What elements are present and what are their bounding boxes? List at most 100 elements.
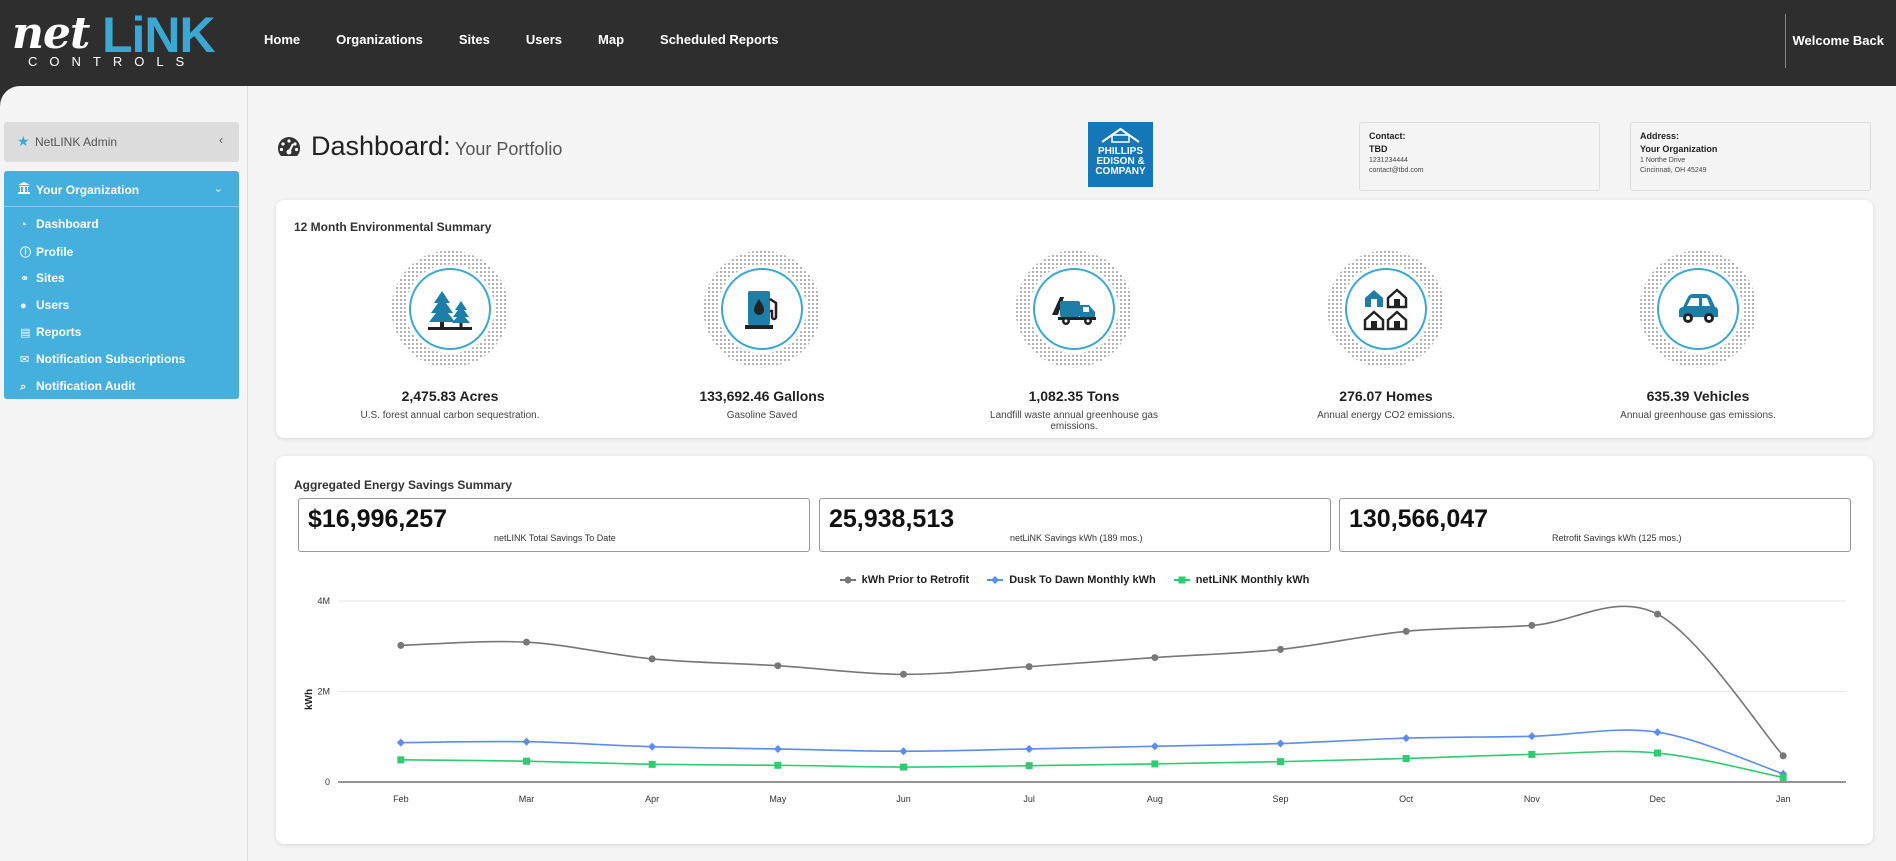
sidebar-item-reports[interactable]: ▤ Reports bbox=[20, 325, 81, 343]
page-subtitle: Your Portfolio bbox=[455, 139, 563, 159]
data-point bbox=[773, 744, 782, 753]
data-point bbox=[1653, 728, 1662, 737]
x-tick-label: Apr bbox=[645, 794, 659, 804]
user-icon: ● bbox=[20, 300, 27, 312]
sidebar-item-profile[interactable]: ⓘ Profile bbox=[20, 244, 73, 262]
address-name: Your Organization bbox=[1640, 144, 1718, 154]
stat-retrofit-savings-kwh: 130,566,047 Retrofit Savings kWh (125 mo… bbox=[1339, 498, 1851, 552]
env-description: Gasoline Saved bbox=[726, 410, 798, 421]
sidebar-item-label: Notification Audit bbox=[36, 379, 136, 393]
data-point bbox=[648, 742, 657, 751]
series-line bbox=[400, 729, 1784, 775]
x-tick-label: Oct bbox=[1399, 794, 1414, 804]
organization-menu-header[interactable]: Your Organization ⌄ bbox=[4, 171, 239, 207]
nav-home[interactable]: Home bbox=[264, 32, 301, 47]
sidebar-item-notification-subscriptions[interactable]: ✉ Notification Subscriptions bbox=[20, 352, 185, 370]
nav-users[interactable]: Users bbox=[525, 32, 563, 47]
nav-scheduled-reports[interactable]: Scheduled Reports bbox=[660, 32, 779, 47]
legend-label: kWh Prior to Retrofit bbox=[861, 574, 970, 586]
stat-label: netLINK Total Savings To Date bbox=[494, 533, 616, 543]
contact-email[interactable]: contact@tbd.com bbox=[1369, 167, 1424, 174]
netlink-logo[interactable]: net LiNK CONTROLS bbox=[12, 6, 216, 72]
data-point bbox=[1779, 752, 1787, 760]
data-point bbox=[1527, 732, 1536, 741]
search-icon: ⌕ bbox=[20, 381, 27, 393]
data-point bbox=[1277, 758, 1284, 766]
gas-pump-icon bbox=[745, 291, 778, 329]
legend-item[interactable]: Dusk To Dawn Monthly kWh bbox=[987, 574, 1156, 586]
series-line bbox=[400, 750, 1784, 779]
x-tick-label: Aug bbox=[1147, 794, 1163, 804]
energy-savings-card: Aggregated Energy Savings Summary $16,99… bbox=[276, 456, 1873, 844]
address-line2: Cincinnati, OH 45249 bbox=[1640, 167, 1707, 174]
data-point bbox=[1277, 645, 1284, 653]
sidebar-item-notification-audit[interactable]: ⌕ Notification Audit bbox=[20, 379, 136, 397]
data-point bbox=[397, 756, 405, 764]
y-axis-label: kWh bbox=[304, 689, 315, 710]
nav-map[interactable]: Map bbox=[598, 32, 625, 47]
reports-icon: ▤ bbox=[20, 327, 31, 339]
company-logo: PHILLIPS EDISON & COMPANY bbox=[1088, 122, 1153, 187]
sidebar-item-sites[interactable]: ⚭ Sites bbox=[20, 271, 65, 289]
nav-sites[interactable]: Sites bbox=[458, 32, 490, 47]
data-point bbox=[1151, 654, 1159, 662]
data-point bbox=[523, 757, 530, 765]
x-tick-label: Feb bbox=[393, 794, 409, 804]
data-point bbox=[1025, 762, 1033, 770]
env-description: Annual greenhouse gas emissions. bbox=[1620, 410, 1776, 421]
contact-label: Contact: bbox=[1369, 131, 1406, 141]
data-point bbox=[1150, 742, 1159, 751]
sidebar-item-label: Reports bbox=[36, 325, 82, 339]
contact-phone: 1231234444 bbox=[1369, 157, 1408, 164]
legend-label: Dusk To Dawn Monthly kWh bbox=[1009, 574, 1156, 586]
data-point bbox=[1402, 754, 1410, 762]
logo-net-text: net bbox=[12, 8, 90, 59]
data-point bbox=[1025, 663, 1033, 671]
legend-item[interactable]: kWh Prior to Retrofit bbox=[839, 574, 970, 586]
env-item-homes: 276.07 Homes Annual energy CO2 emissions… bbox=[1286, 250, 1486, 421]
x-tick-label: Mar bbox=[519, 794, 535, 804]
env-item-gallons: 133,692.46 Gallons Gasoline Saved bbox=[662, 250, 862, 421]
dashboard-icon bbox=[277, 137, 301, 156]
data-point bbox=[397, 641, 405, 649]
stat-netlink-savings-kwh: 25,938,513 netLiNK Savings kWh (189 mos.… bbox=[819, 498, 1331, 552]
trees-icon bbox=[428, 291, 472, 330]
data-point bbox=[396, 738, 405, 747]
env-item-vehicles: 635.39 Vehicles Annual greenhouse gas em… bbox=[1598, 250, 1798, 421]
x-tick-label: Sep bbox=[1272, 794, 1288, 804]
logo-link-text: LiNK bbox=[102, 7, 216, 63]
env-value: 133,692.46 Gallons bbox=[699, 388, 825, 404]
car-icon bbox=[1679, 294, 1718, 323]
chevron-left-icon: ‹ bbox=[219, 133, 223, 147]
contact-card: Contact: TBD 1231234444 contact@tbd.com bbox=[1359, 122, 1600, 191]
garbage-truck-icon bbox=[1052, 297, 1096, 325]
y-tick-label: 0 bbox=[325, 777, 330, 787]
legend-item[interactable]: netLiNK Monthly kWh bbox=[1173, 574, 1309, 586]
x-tick-label: Nov bbox=[1524, 794, 1541, 804]
env-description: Annual energy CO2 emissions. bbox=[1317, 410, 1455, 421]
data-point bbox=[1402, 627, 1410, 635]
nav-organizations[interactable]: Organizations bbox=[336, 32, 423, 47]
sidebar: ★ NetLINK Admin ‹ Your Organization ⌄ ◔ D… bbox=[0, 86, 248, 861]
welcome-back-link[interactable]: Welcome Back bbox=[1792, 33, 1884, 48]
x-tick-label: Jul bbox=[1023, 794, 1035, 804]
sidebar-item-label: Dashboard bbox=[36, 217, 99, 231]
sidebar-item-dashboard[interactable]: ◔ Dashboard bbox=[20, 217, 99, 235]
data-point bbox=[774, 662, 782, 670]
netlink-admin-label: NetLINK Admin bbox=[35, 135, 118, 149]
legend-marker-circle bbox=[839, 576, 856, 584]
sidebar-item-label: Notification Subscriptions bbox=[36, 352, 186, 366]
stat-label: netLiNK Savings kWh (189 mos.) bbox=[1010, 533, 1143, 543]
sidebar-item-users[interactable]: ● Users bbox=[20, 298, 69, 316]
data-point bbox=[1528, 750, 1536, 758]
netlink-admin-toggle[interactable]: ★ NetLINK Admin ‹ bbox=[4, 122, 239, 162]
env-description: Landfill waste annual greenhouse gas emi… bbox=[990, 410, 1158, 432]
sites-icon: ⚭ bbox=[20, 273, 30, 285]
data-point bbox=[1654, 749, 1661, 757]
navbar-divider bbox=[1785, 14, 1786, 68]
sidebar-item-label: Profile bbox=[36, 245, 74, 259]
address-label: Address: bbox=[1640, 131, 1680, 141]
data-point bbox=[899, 747, 908, 756]
bank-icon bbox=[18, 182, 30, 197]
x-tick-label: Dec bbox=[1649, 794, 1666, 804]
